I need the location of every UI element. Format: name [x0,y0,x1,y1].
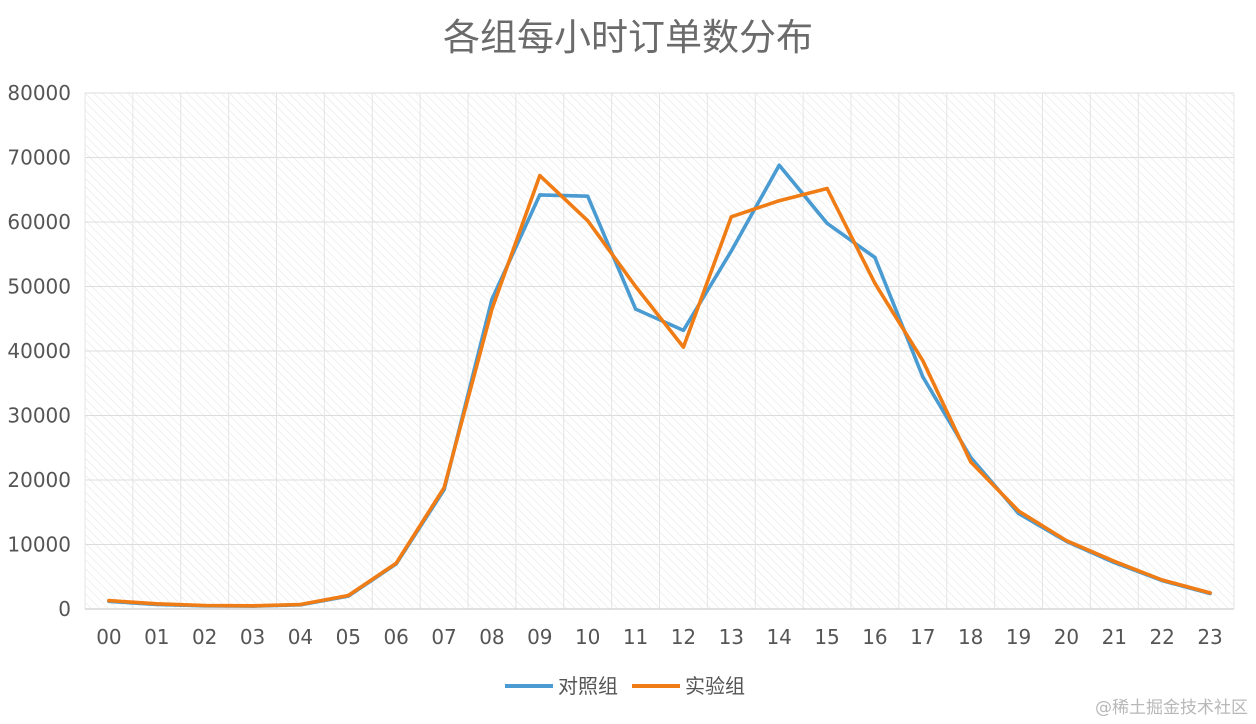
x-tick-label: 13 [719,625,744,649]
y-tick-label: 20000 [7,468,71,492]
data-point [586,219,590,223]
data-point [538,193,542,197]
x-tick-label: 19 [1006,625,1031,649]
data-point [681,328,686,332]
y-tick-label: 50000 [7,275,71,299]
x-tick-label: 21 [1102,625,1127,649]
data-point [633,284,638,289]
legend: 对照组 实验组 [505,674,745,698]
data-point [1160,578,1164,582]
x-tick-label: 09 [527,625,552,649]
series-group [107,163,1212,608]
y-tick-label: 0 [58,597,71,621]
x-tick-label: 10 [575,625,600,649]
data-point [346,593,350,598]
x-tick-label: 05 [336,625,361,649]
data-point [1208,591,1212,595]
data-point [729,215,733,219]
data-point [969,460,973,464]
data-point [1112,559,1116,563]
data-point [490,297,494,301]
x-tick-label: 02 [192,625,217,649]
x-tick-label: 07 [431,625,456,649]
data-point [203,603,207,608]
x-tick-label: 23 [1197,625,1222,649]
axes: 0 10000 20000 30000 40000 50000 60000 70000 8000… [7,81,1234,649]
data-point [681,345,686,349]
legend-label: 实验组 [685,674,745,698]
x-tick-label: 17 [910,625,935,649]
x-tick-label: 15 [814,625,839,649]
x-tick-label: 14 [766,625,791,649]
x-tick-label: 16 [862,625,887,649]
data-point [825,221,829,225]
data-point [490,307,494,311]
y-tick-label: 10000 [7,533,71,557]
data-point [777,199,781,203]
y-tick-label: 30000 [7,404,71,428]
x-tick-label: 22 [1149,625,1174,649]
y-tick-label: 80000 [7,81,71,105]
data-point [250,604,255,608]
data-point [394,561,398,565]
data-point [873,281,877,285]
y-tick-label: 70000 [7,146,71,170]
data-point [729,249,733,253]
x-tick-label: 12 [671,625,696,649]
y-tick-label: 40000 [7,339,71,363]
chart-title: 各组每小时订单数分布 [443,16,813,59]
data-point [442,486,446,490]
data-point [633,307,638,311]
x-tick-label: 01 [144,625,169,649]
grid [84,92,1235,609]
x-tick-label: 08 [479,625,504,649]
data-point [538,173,542,178]
x-tick-label: 03 [240,625,265,649]
data-point [586,194,590,198]
x-tick-label: 04 [288,625,313,649]
data-point [1064,539,1069,543]
data-point [873,255,877,260]
watermark: @稀土掘金技术社区 [1095,698,1248,718]
data-point [777,163,781,167]
data-point [921,375,925,379]
data-point [298,602,303,607]
y-tick-label: 60000 [7,210,71,234]
x-tick-label: 11 [623,625,648,649]
x-tick-label: 06 [383,625,408,649]
x-tick-label: 18 [958,625,983,649]
series-line-2 [107,173,1212,608]
legend-label: 对照组 [558,674,618,698]
x-tick-label: 20 [1054,625,1079,649]
data-point [921,359,925,363]
data-point [155,602,159,606]
data-point [1016,509,1021,513]
data-point [825,186,829,191]
x-tick-label: 00 [96,625,121,649]
data-point [107,599,111,603]
